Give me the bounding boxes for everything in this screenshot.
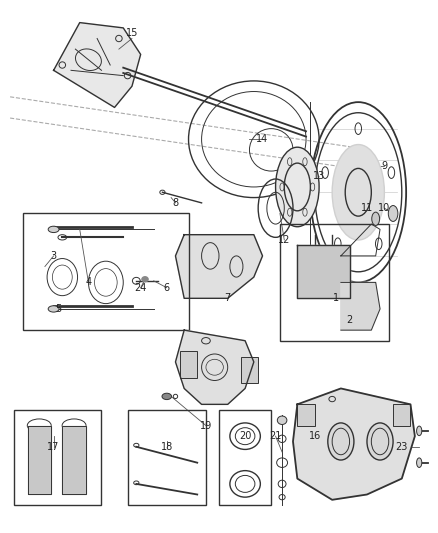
Polygon shape <box>176 235 262 298</box>
Text: 6: 6 <box>164 282 170 293</box>
Bar <box>127 410 206 505</box>
Text: 16: 16 <box>309 431 321 441</box>
Text: 3: 3 <box>50 251 57 261</box>
Text: 20: 20 <box>239 431 251 441</box>
Bar <box>241 357 258 383</box>
Text: 5: 5 <box>55 304 61 314</box>
Text: 9: 9 <box>381 161 388 171</box>
Bar <box>14 410 102 505</box>
Bar <box>280 224 389 341</box>
Ellipse shape <box>372 212 380 225</box>
Text: 12: 12 <box>278 235 290 245</box>
Text: 10: 10 <box>378 203 391 213</box>
Ellipse shape <box>332 144 385 240</box>
Ellipse shape <box>389 206 398 221</box>
Text: 14: 14 <box>256 134 268 144</box>
Text: 11: 11 <box>361 203 373 213</box>
Bar <box>219 410 271 505</box>
Text: 2: 2 <box>346 314 353 325</box>
Polygon shape <box>297 245 350 298</box>
Text: 18: 18 <box>161 442 173 452</box>
Ellipse shape <box>142 277 148 282</box>
Text: 19: 19 <box>200 421 212 431</box>
Text: 24: 24 <box>134 282 147 293</box>
Bar <box>23 214 188 330</box>
Polygon shape <box>176 330 254 405</box>
Ellipse shape <box>277 416 287 424</box>
Text: 4: 4 <box>85 277 92 287</box>
Text: 7: 7 <box>225 293 231 303</box>
Ellipse shape <box>162 393 172 400</box>
Ellipse shape <box>276 147 319 227</box>
Bar <box>297 405 315 425</box>
Polygon shape <box>28 425 51 495</box>
Polygon shape <box>341 282 380 330</box>
Polygon shape <box>53 22 141 108</box>
Text: 15: 15 <box>126 28 138 38</box>
Ellipse shape <box>328 423 354 460</box>
Text: 21: 21 <box>269 431 282 441</box>
Ellipse shape <box>417 426 422 435</box>
Text: 23: 23 <box>396 442 408 452</box>
Polygon shape <box>62 425 86 495</box>
Polygon shape <box>293 389 415 500</box>
Ellipse shape <box>367 423 393 460</box>
Text: 8: 8 <box>173 198 179 208</box>
Text: 1: 1 <box>333 293 339 303</box>
Ellipse shape <box>48 306 59 312</box>
Bar <box>180 351 197 378</box>
Bar <box>393 405 410 425</box>
Text: 17: 17 <box>47 442 60 452</box>
Ellipse shape <box>417 458 422 467</box>
Text: 13: 13 <box>313 172 325 181</box>
Ellipse shape <box>48 226 59 232</box>
